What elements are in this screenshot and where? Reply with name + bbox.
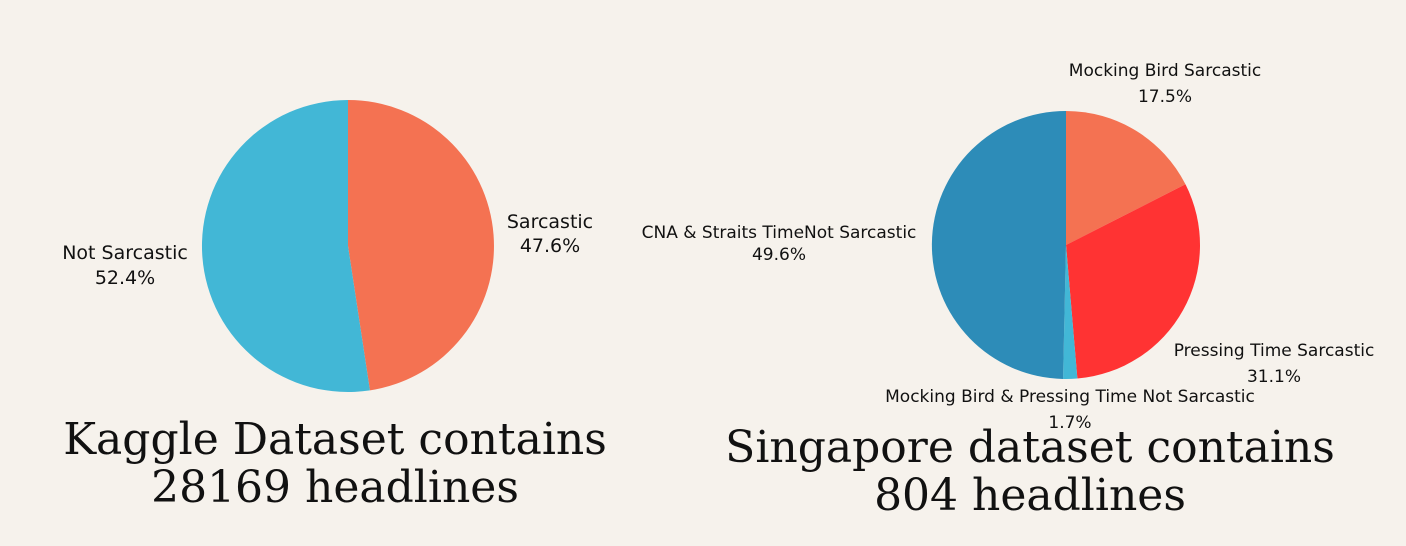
singapore-chart-panel: Mocking Bird Sarcastic 17.5% Pressing Time… (642, 0, 1406, 546)
pie-slice-not-sarcastic (201, 99, 370, 392)
slice-label-sarcastic: Sarcastic (507, 211, 593, 233)
singapore-chart-title: Singapore dataset contains 804 headlines (725, 422, 1335, 521)
pie-slice-sarcastic (348, 100, 494, 391)
slice-percent-mocking-bird-and-pressing-time-not-sarcastic: 1.7% (1048, 413, 1091, 433)
slice-label-not-sarcastic: Not Sarcastic (62, 242, 188, 264)
singapore-pie-chart: Mocking Bird Sarcastic 17.5% Pressing Time… (642, 61, 1375, 433)
slice-percent-sarcastic: 47.6% (520, 235, 580, 257)
slice-label-cna-and-straits-timenot-sarcastic: CNA & Straits TimeNot Sarcastic (642, 223, 917, 243)
kaggle-chart-title: Kaggle Dataset contains 28169 headlines (63, 414, 607, 513)
slice-label-pressing-time-sarcastic: Pressing Time Sarcastic (1174, 341, 1375, 361)
pie-slice-cna-and-straits-timenot-sarcastic (931, 110, 1066, 379)
slice-percent-pressing-time-sarcastic: 31.1% (1247, 367, 1301, 387)
pie-slice-pressing-time-sarcastic (1066, 184, 1200, 379)
pie-slice-mocking-bird-and-pressing-time-not-sarcastic (1063, 245, 1078, 380)
slice-percent-not-sarcastic: 52.4% (95, 267, 155, 289)
kaggle-chart-panel: Sarcastic 47.6% Not Sarcastic 52.4% Kaggle … (0, 0, 700, 546)
slice-percent-cna-and-straits-timenot-sarcastic: 49.6% (752, 245, 806, 265)
slice-label-mocking-bird-sarcastic: Mocking Bird Sarcastic (1069, 61, 1261, 81)
slice-label-mocking-bird-and-pressing-time-not-sarcastic: Mocking Bird & Pressing Time Not Sarcast… (885, 387, 1255, 407)
slice-percent-mocking-bird-sarcastic: 17.5% (1138, 87, 1192, 107)
pie-slice-mocking-bird-sarcastic (1066, 111, 1186, 245)
